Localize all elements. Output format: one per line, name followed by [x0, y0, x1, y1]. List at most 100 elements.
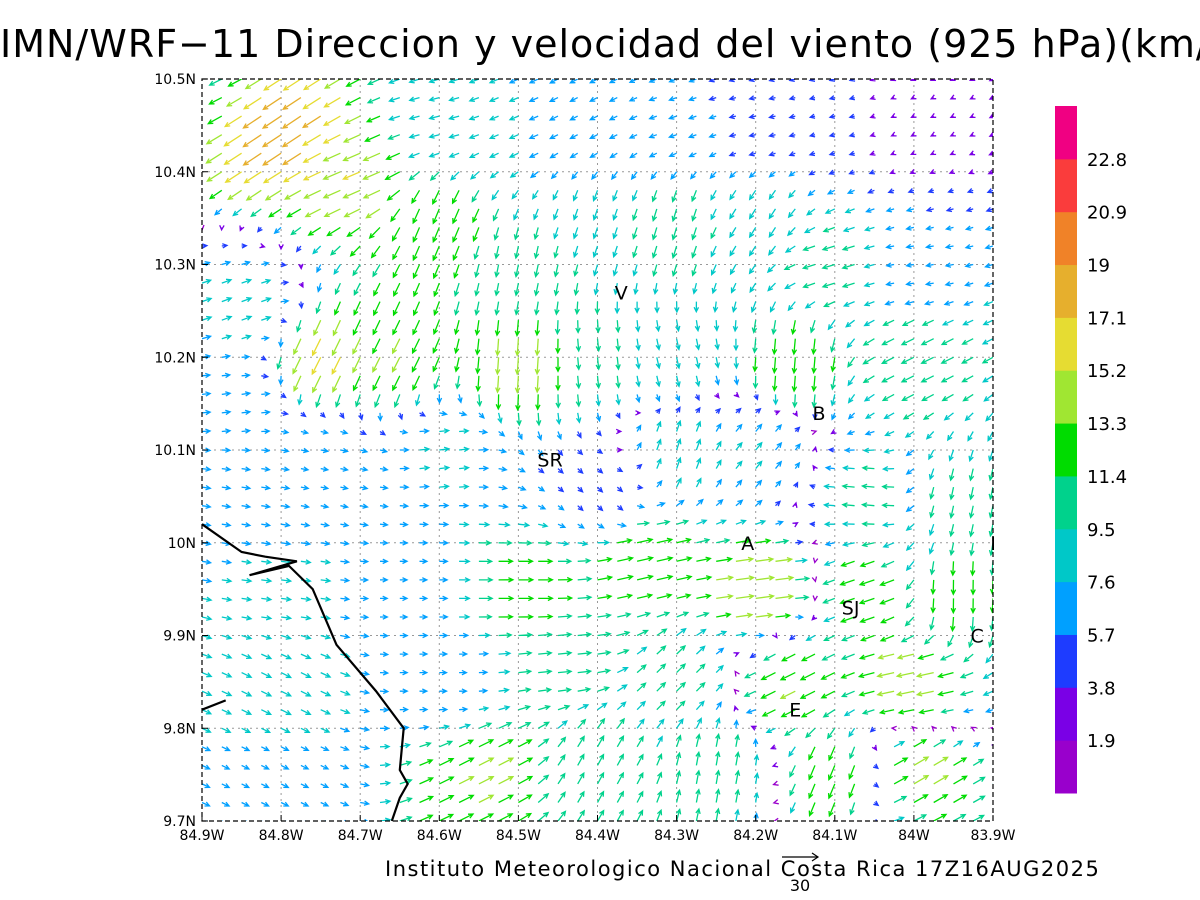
- wind-vector: [794, 443, 801, 451]
- wind-vector: [691, 208, 698, 222]
- wind-vector: [828, 132, 836, 138]
- wind-vector: [879, 634, 895, 642]
- wind-vector: [268, 208, 282, 218]
- wind-vector: [887, 188, 895, 194]
- wind-vector: [792, 394, 798, 409]
- wind-vector: [518, 739, 533, 748]
- wind-vector: [478, 614, 493, 620]
- wind-vector: [991, 744, 993, 747]
- wind-vector: [241, 466, 252, 472]
- wind-vector: [772, 632, 778, 639]
- wind-vector: [826, 189, 836, 195]
- wind-vector: [478, 484, 490, 490]
- wind-vector: [281, 614, 293, 621]
- wind-vector: [538, 650, 553, 656]
- wind-vector: [281, 97, 302, 111]
- wind-vector: [948, 449, 955, 462]
- wind-vector: [793, 481, 799, 488]
- wind-vector: [716, 556, 734, 563]
- wind-vector: [968, 468, 975, 482]
- wind-vector: [802, 282, 816, 289]
- wind-vector: [340, 782, 350, 788]
- wind-vector: [508, 115, 519, 121]
- wind-vector: [828, 113, 836, 119]
- wind-vector: [360, 595, 370, 602]
- wind-vector: [439, 410, 449, 417]
- wind-vector: [557, 504, 565, 511]
- wind-vector: [577, 718, 587, 729]
- wind-vector: [588, 96, 598, 102]
- wind-vector: [695, 769, 701, 785]
- wind-vector: [261, 690, 273, 697]
- wind-vector: [498, 739, 514, 748]
- wind-vector: [893, 775, 909, 785]
- wind-vector: [775, 593, 795, 600]
- wind-vector: [241, 746, 251, 752]
- wind-vector: [695, 338, 701, 351]
- wind-vector: [676, 593, 692, 600]
- wind-vector: [221, 634, 233, 640]
- wind-vector: [734, 733, 740, 747]
- wind-vector: [498, 776, 515, 785]
- wind-vector: [615, 357, 621, 371]
- wind-vector: [281, 134, 302, 148]
- wind-vector: [768, 113, 776, 120]
- wind-vector: [302, 79, 322, 91]
- wind-vector: [901, 319, 915, 326]
- wind-vector: [548, 134, 559, 140]
- wind-vector: [597, 505, 604, 512]
- wind-vector: [518, 794, 533, 804]
- wind-vector: [652, 282, 659, 296]
- wind-vector: [261, 577, 273, 584]
- wind-vector: [360, 540, 370, 546]
- wind-vector: [595, 338, 602, 353]
- wind-vector: [676, 574, 693, 581]
- wind-vector: [822, 579, 836, 586]
- wind-vector: [533, 227, 539, 241]
- wind-vector: [791, 357, 798, 375]
- wind-vector: [557, 668, 573, 675]
- wind-vector: [597, 631, 612, 638]
- wind-vector: [775, 556, 794, 563]
- wind-vector: [795, 557, 808, 564]
- wind-vector: [223, 134, 242, 147]
- y-tick-label: 10.5N: [154, 72, 196, 88]
- wind-vector: [221, 484, 232, 491]
- wind-vector: [412, 264, 421, 280]
- wind-vector: [491, 189, 500, 201]
- wind-vector: [729, 245, 737, 257]
- wind-vector: [616, 684, 628, 692]
- wind-vector: [360, 503, 369, 509]
- wind-vector: [241, 615, 253, 621]
- wind-vector: [767, 282, 776, 292]
- wind-vector: [791, 375, 798, 393]
- wind-vector: [241, 354, 251, 360]
- wind-vector: [428, 96, 440, 102]
- wind-vector: [930, 579, 936, 596]
- place-label: C: [971, 626, 984, 648]
- wind-vector: [695, 681, 706, 692]
- wind-vector: [368, 226, 381, 240]
- wind-vector: [393, 282, 401, 298]
- wind-vector: [890, 94, 897, 100]
- wind-vector: [352, 338, 361, 355]
- wind-vector: [571, 171, 579, 180]
- wind-vector: [261, 447, 271, 454]
- wind-vector: [984, 225, 993, 231]
- wind-vector: [612, 264, 618, 277]
- wind-vector: [905, 280, 915, 287]
- wind-vector: [748, 227, 757, 239]
- wind-vector: [847, 375, 856, 387]
- wind-vector: [734, 769, 741, 785]
- colorbar-label: 15.2: [1087, 361, 1127, 382]
- wind-vector: [221, 391, 232, 397]
- wind-vector: [379, 558, 389, 565]
- wind-vector: [675, 751, 682, 766]
- wind-vector: [961, 375, 974, 383]
- wind-vector: [863, 282, 875, 288]
- wind-vector: [808, 802, 816, 818]
- wind-vector: [412, 208, 421, 225]
- wind-vector: [316, 282, 323, 293]
- wind-vector: [588, 115, 598, 121]
- wind-vector: [950, 561, 956, 577]
